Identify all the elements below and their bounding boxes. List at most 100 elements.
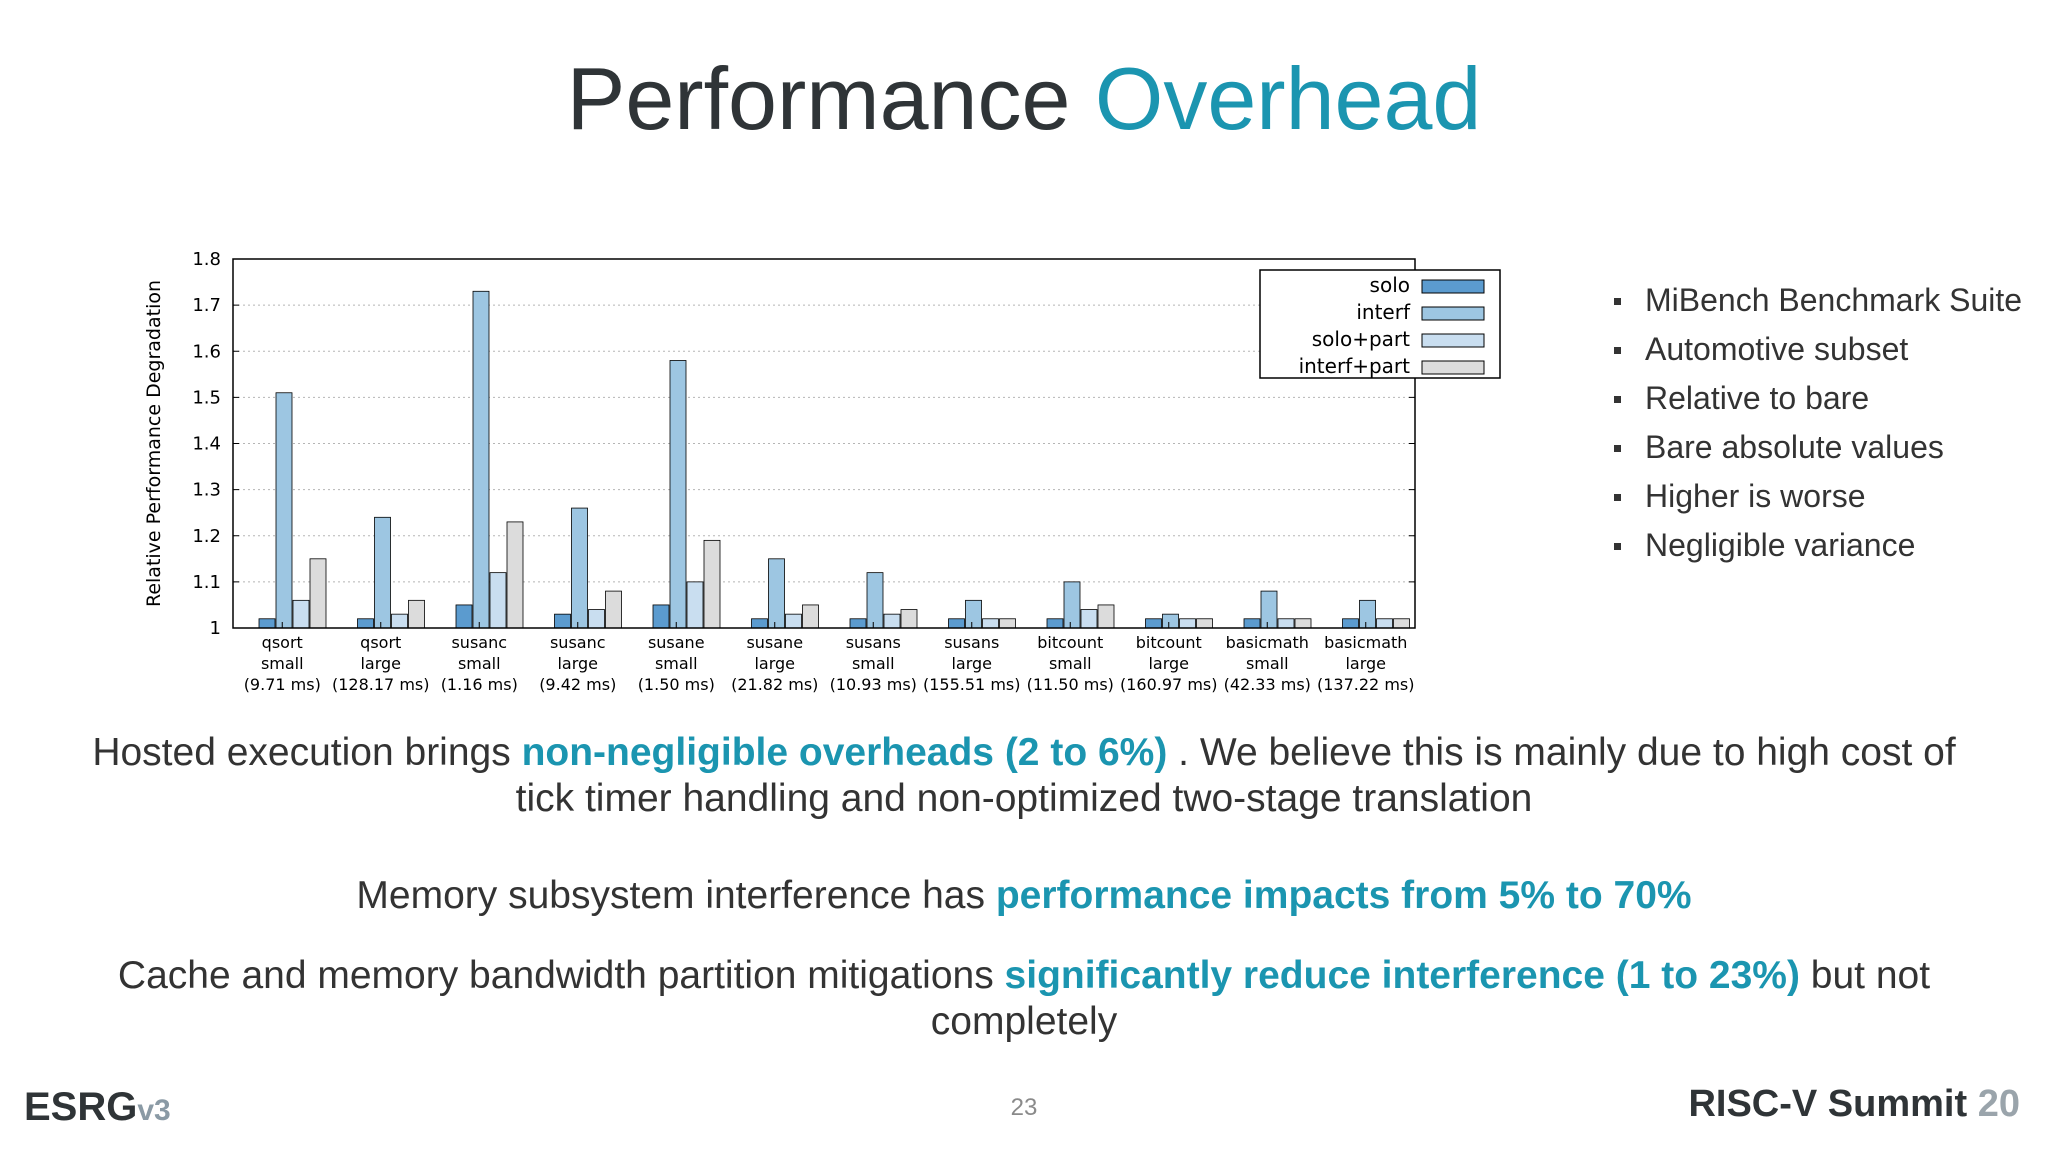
p1-text-b: . We believe this is mainly due to high … bbox=[515, 731, 1956, 820]
bar-solo-8 bbox=[1046, 618, 1064, 629]
bar-interf-2 bbox=[472, 290, 490, 629]
bullet-item: Relative to bare bbox=[1610, 380, 2030, 417]
p2-highlight: performance impacts from 5% to 70% bbox=[995, 874, 1692, 917]
title-main: Performance bbox=[566, 49, 1071, 148]
bar-solo-part-10 bbox=[1277, 618, 1295, 629]
bar-solo-10 bbox=[1243, 618, 1261, 629]
bar-solo-part-11 bbox=[1376, 618, 1393, 629]
bar-solo-part-8 bbox=[1080, 609, 1098, 629]
bar-interf-part-2 bbox=[506, 521, 524, 629]
x-tick-label: small bbox=[261, 654, 304, 673]
bar-solo-part-9 bbox=[1179, 618, 1196, 629]
bar-solo-6 bbox=[849, 618, 867, 629]
x-tick-label: (42.33 ms) bbox=[1224, 675, 1311, 694]
x-tick-label: small bbox=[1246, 654, 1289, 673]
y-tick-label: 1 bbox=[210, 618, 221, 639]
footer-event-year: 20 bbox=[1977, 1083, 2020, 1125]
bar-solo-0 bbox=[258, 618, 276, 629]
page-number: 23 bbox=[1010, 1094, 1038, 1121]
x-tick-label: large bbox=[1345, 654, 1386, 673]
chart-svg: 1 1.1 1.2 1.3 1.4 1.5 1.6 1.7 1.8 Relative Perfor… bbox=[143, 249, 1501, 694]
bar-solo-5 bbox=[751, 618, 768, 629]
x-tick-label: susane bbox=[746, 633, 803, 652]
bar-interf-part-11 bbox=[1393, 618, 1410, 629]
bar-interf-part-10 bbox=[1294, 618, 1312, 629]
legend-label: solo bbox=[1370, 273, 1410, 297]
p3-text-a: Cache and memory bandwidth partition mit… bbox=[117, 954, 994, 997]
x-tick-label: large bbox=[754, 654, 795, 673]
legend-label: solo+part bbox=[1312, 327, 1410, 351]
plot-frame bbox=[232, 258, 1416, 629]
y-tick-label: 1.1 bbox=[192, 572, 221, 593]
bullet-item: MiBench Benchmark Suite bbox=[1610, 282, 2030, 319]
bar-interf-8 bbox=[1063, 581, 1081, 629]
x-tick-label: basicmath bbox=[1324, 633, 1407, 652]
bar-interf-part-9 bbox=[1196, 618, 1213, 629]
y-tick-label: 1.7 bbox=[192, 295, 221, 316]
bullet-list: MiBench Benchmark Suite Automotive subse… bbox=[1610, 282, 2030, 576]
p2-text-a: Memory subsystem interference has bbox=[356, 874, 985, 917]
x-tick-label: susans bbox=[846, 633, 901, 652]
bar-interf-11 bbox=[1359, 599, 1376, 629]
paragraph-partition: Cache and memory bandwidth partition mit… bbox=[60, 953, 1988, 1045]
bar-solo-part-7 bbox=[982, 618, 999, 629]
bar-interf-6 bbox=[866, 572, 884, 629]
p1-highlight: non-negligible overheads (2 to 6%) bbox=[521, 731, 1168, 774]
p1-text-a: Hosted execution brings bbox=[92, 731, 511, 774]
legend-label: interf bbox=[1356, 300, 1411, 324]
x-tick-label: qsort bbox=[360, 633, 401, 652]
x-tick-label: (128.17 ms) bbox=[332, 675, 429, 694]
x-tick-label: small bbox=[655, 654, 698, 673]
x-tick-label: susane bbox=[648, 633, 705, 652]
x-tick-label: (21.82 ms) bbox=[731, 675, 818, 694]
x-tick-label: bitcount bbox=[1037, 633, 1103, 652]
bar-solo-2 bbox=[455, 604, 473, 629]
bullet-item: Negligible variance bbox=[1610, 527, 2030, 564]
x-tick-label: (1.50 ms) bbox=[638, 675, 715, 694]
bar-interf-1 bbox=[374, 516, 391, 629]
legend-label: interf+part bbox=[1299, 354, 1411, 378]
x-tick-label: bitcount bbox=[1136, 633, 1202, 652]
bar-solo-4 bbox=[652, 604, 670, 629]
p3-highlight: significantly reduce interference (1 to … bbox=[1004, 954, 1800, 997]
x-tick-label: small bbox=[458, 654, 501, 673]
footer-event-main: RISC-V Summit bbox=[1688, 1083, 1968, 1125]
y-tick-label: 1.3 bbox=[192, 480, 221, 501]
bar-solo-7 bbox=[948, 618, 965, 629]
bar-solo-part-3 bbox=[588, 609, 605, 629]
bar-interf-part-8 bbox=[1097, 604, 1115, 629]
x-tick-label: basicmath bbox=[1226, 633, 1309, 652]
bar-interf-4 bbox=[669, 360, 687, 629]
bar-solo-part-6 bbox=[883, 613, 901, 629]
bar-solo-part-1 bbox=[391, 613, 408, 629]
x-tick-label: (137.22 ms) bbox=[1317, 675, 1414, 694]
paragraph-hosted-execution: Hosted execution brings non-negligible o… bbox=[60, 730, 1988, 822]
footer-logo-main: ESRG bbox=[24, 1085, 138, 1129]
bar-interf-part-6 bbox=[900, 609, 918, 629]
bar-interf-10 bbox=[1260, 590, 1278, 629]
bar-interf-part-4 bbox=[703, 539, 721, 629]
y-tick-label: 1.8 bbox=[192, 249, 221, 270]
bar-interf-part-7 bbox=[999, 618, 1016, 629]
bar-interf-part-3 bbox=[605, 590, 622, 629]
x-tick-label: (160.97 ms) bbox=[1120, 675, 1217, 694]
x-tick-label: large bbox=[1148, 654, 1189, 673]
y-tick-label: 1.2 bbox=[192, 526, 221, 547]
bar-solo-part-2 bbox=[489, 572, 507, 629]
footer-logo: ESRGv3 bbox=[24, 1085, 171, 1130]
legend-swatch bbox=[1421, 333, 1485, 348]
bar-interf-5 bbox=[768, 558, 785, 629]
bar-interf-7 bbox=[965, 599, 982, 629]
bar-solo-1 bbox=[357, 618, 374, 629]
x-tick-label: (10.93 ms) bbox=[830, 675, 917, 694]
x-tick-label: (9.42 ms) bbox=[539, 675, 616, 694]
bar-solo-11 bbox=[1342, 618, 1359, 629]
paragraph-interference: Memory subsystem interference has perfor… bbox=[60, 873, 1988, 919]
legend-swatch bbox=[1421, 306, 1485, 321]
x-tick-label: susanc bbox=[451, 633, 507, 652]
bar-solo-3 bbox=[554, 613, 571, 629]
y-tick-label: 1.4 bbox=[192, 434, 221, 455]
x-tick-label: (9.71 ms) bbox=[244, 675, 321, 694]
bullet-item: Automotive subset bbox=[1610, 331, 2030, 368]
legend-swatch bbox=[1421, 279, 1485, 294]
